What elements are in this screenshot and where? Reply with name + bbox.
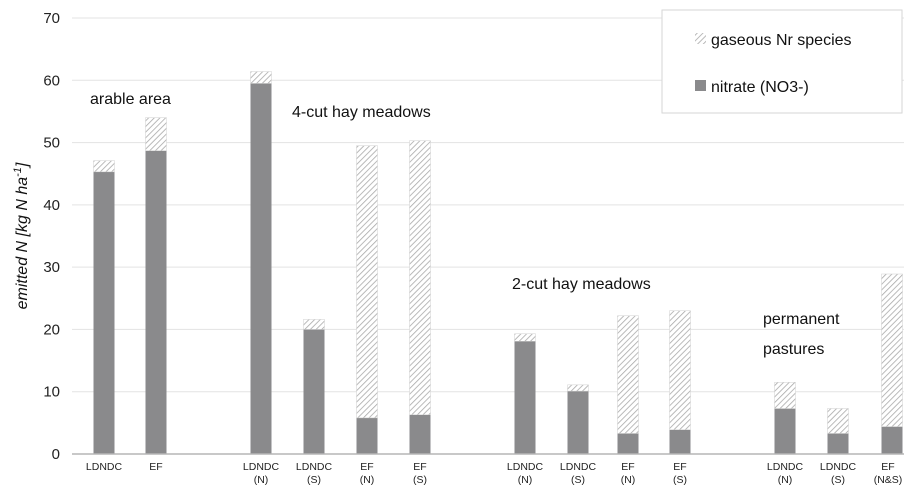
annotation-2-cut-hay-meadows: 2-cut hay meadows	[512, 276, 651, 293]
x-category-label: (S)	[307, 474, 321, 486]
bar-gaseous-nr	[303, 319, 325, 330]
x-category-label: (N&S)	[874, 474, 903, 486]
bar-gaseous-nr	[514, 333, 536, 342]
x-category-label: (S)	[413, 474, 427, 486]
x-category-label: EF	[413, 461, 426, 473]
x-category-label: LDNDC	[507, 461, 544, 473]
x-category-label: EF	[621, 461, 634, 473]
x-category-label: EF	[360, 461, 373, 473]
bar-nitrate	[669, 429, 691, 454]
x-category-label: (N)	[778, 474, 793, 486]
bar-nitrate	[617, 433, 639, 454]
legend-swatch-gaseous	[695, 33, 706, 44]
x-category-label: LDNDC	[296, 461, 333, 473]
y-tick-label: 50	[43, 135, 60, 152]
bar-gaseous-nr	[250, 71, 272, 84]
bar-gaseous-nr	[617, 315, 639, 434]
x-category-label: LDNDC	[820, 461, 857, 473]
y-tick-label: 70	[43, 10, 60, 27]
bars	[93, 71, 903, 455]
x-category-label: (N)	[518, 474, 533, 486]
bar-nitrate	[303, 329, 325, 454]
legend-label-nitrate: nitrate (NO3-)	[711, 79, 809, 96]
bar-gaseous-nr	[409, 140, 431, 416]
bar-nitrate	[827, 433, 849, 454]
annotation-pastures: pastures	[763, 341, 824, 358]
y-axis-label: emitted N [kg N ha-1]	[12, 162, 31, 309]
bar-gaseous-nr	[774, 382, 796, 409]
x-category-label: EF	[673, 461, 686, 473]
bar-nitrate	[93, 171, 115, 455]
x-category-label: (N)	[360, 474, 375, 486]
y-tick-label: 20	[43, 321, 60, 338]
y-tick-label: 40	[43, 197, 60, 214]
legend: gaseous Nr species nitrate (NO3-)	[661, 9, 903, 114]
x-category-label: (S)	[571, 474, 585, 486]
annotation-arable-area: arable area	[90, 91, 171, 108]
x-category-label: (N)	[621, 474, 636, 486]
bar-nitrate	[250, 83, 272, 455]
annotation-4-cut-hay-meadows: 4-cut hay meadows	[292, 104, 431, 121]
x-category-label: (S)	[831, 474, 845, 486]
x-category-label: (S)	[673, 474, 687, 486]
x-category-label: EF	[149, 461, 162, 473]
y-axis-ticks: 0 10 20 30 40 50 60 70	[43, 10, 60, 463]
y-tick-label: 30	[43, 259, 60, 276]
bar-gaseous-nr	[881, 273, 903, 427]
legend-label-gaseous: gaseous Nr species	[711, 32, 852, 49]
legend-swatch-nitrate	[695, 80, 706, 91]
bar-gaseous-nr	[827, 408, 849, 434]
x-category-label: LDNDC	[767, 461, 804, 473]
y-tick-label: 10	[43, 384, 60, 401]
legend-box	[661, 9, 903, 114]
x-category-label: (N)	[254, 474, 269, 486]
y-axis-label-main: emitted N [kg N ha	[14, 177, 31, 310]
x-category-label: LDNDC	[86, 461, 123, 473]
bar-nitrate	[356, 417, 378, 454]
x-axis-category-labels: LDNDC EF LDNDC(N)LDNDC(S)EF(N)EF(S)LDNDC(N…	[86, 461, 902, 486]
bar-gaseous-nr	[669, 310, 691, 430]
x-category-label: LDNDC	[243, 461, 280, 473]
bar-nitrate	[774, 408, 796, 454]
x-category-label: EF	[881, 461, 894, 473]
bar-nitrate	[881, 426, 903, 454]
gridlines	[72, 17, 904, 393]
y-tick-label: 60	[43, 72, 60, 89]
y-axis-label-end: ]	[14, 162, 31, 169]
bar-gaseous-nr	[93, 160, 115, 173]
bar-gaseous-nr	[567, 384, 589, 392]
y-tick-label: 0	[52, 446, 60, 463]
bar-nitrate	[514, 341, 536, 454]
annotation-permanent: permanent	[763, 311, 840, 328]
bar-nitrate	[567, 391, 589, 454]
bar-gaseous-nr	[145, 117, 167, 151]
bar-gaseous-nr	[356, 145, 378, 419]
y-axis-label-superscript: -1	[12, 167, 24, 177]
bar-nitrate	[409, 414, 431, 454]
x-category-label: LDNDC	[560, 461, 597, 473]
bar-nitrate	[145, 150, 167, 454]
